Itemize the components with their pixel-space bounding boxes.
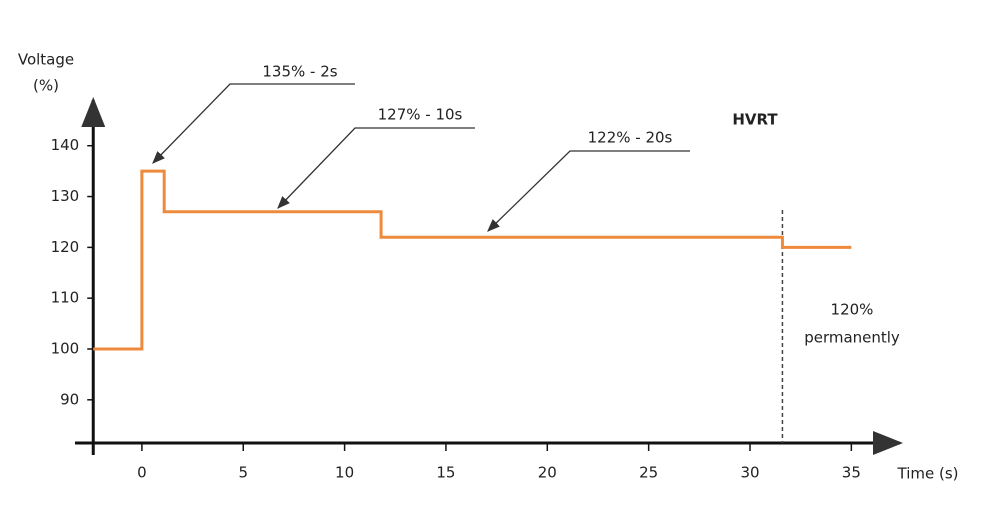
y-tick-label: 110	[51, 289, 80, 307]
y-axis-label: (%)	[33, 77, 59, 95]
annotation-arrow	[152, 83, 355, 164]
annotation: permanently	[804, 329, 900, 347]
x-tick-label: 0	[137, 464, 147, 482]
annotation-arrow	[487, 150, 690, 232]
x-tick-label: 15	[436, 464, 455, 482]
chart-title: HVRT	[732, 111, 778, 129]
x-tick-label: 5	[238, 464, 248, 482]
data-line	[93, 169, 852, 351]
x-tick-label: 30	[740, 464, 759, 482]
x-tick-label: 10	[335, 464, 354, 482]
y-tick-label: 100	[51, 339, 80, 357]
y-tick-label: 140	[51, 136, 80, 154]
annotation-arrow	[277, 127, 475, 209]
y-tick-label: 130	[51, 187, 80, 205]
y-tick-label: 120	[51, 238, 80, 256]
annotation: 120%	[831, 301, 874, 319]
y-tick-label: 90	[60, 390, 79, 408]
x-tick-label: 35	[842, 464, 861, 482]
y-axis-label: Voltage	[18, 51, 74, 69]
annotation: 122% - 20s	[588, 129, 673, 147]
annotation: 135% - 2s	[262, 63, 337, 81]
x-axis-label: Time (s)	[897, 465, 959, 483]
annotation: 127% - 10s	[378, 106, 463, 124]
x-tick-label: 25	[639, 464, 658, 482]
x-tick-label: 20	[538, 464, 557, 482]
